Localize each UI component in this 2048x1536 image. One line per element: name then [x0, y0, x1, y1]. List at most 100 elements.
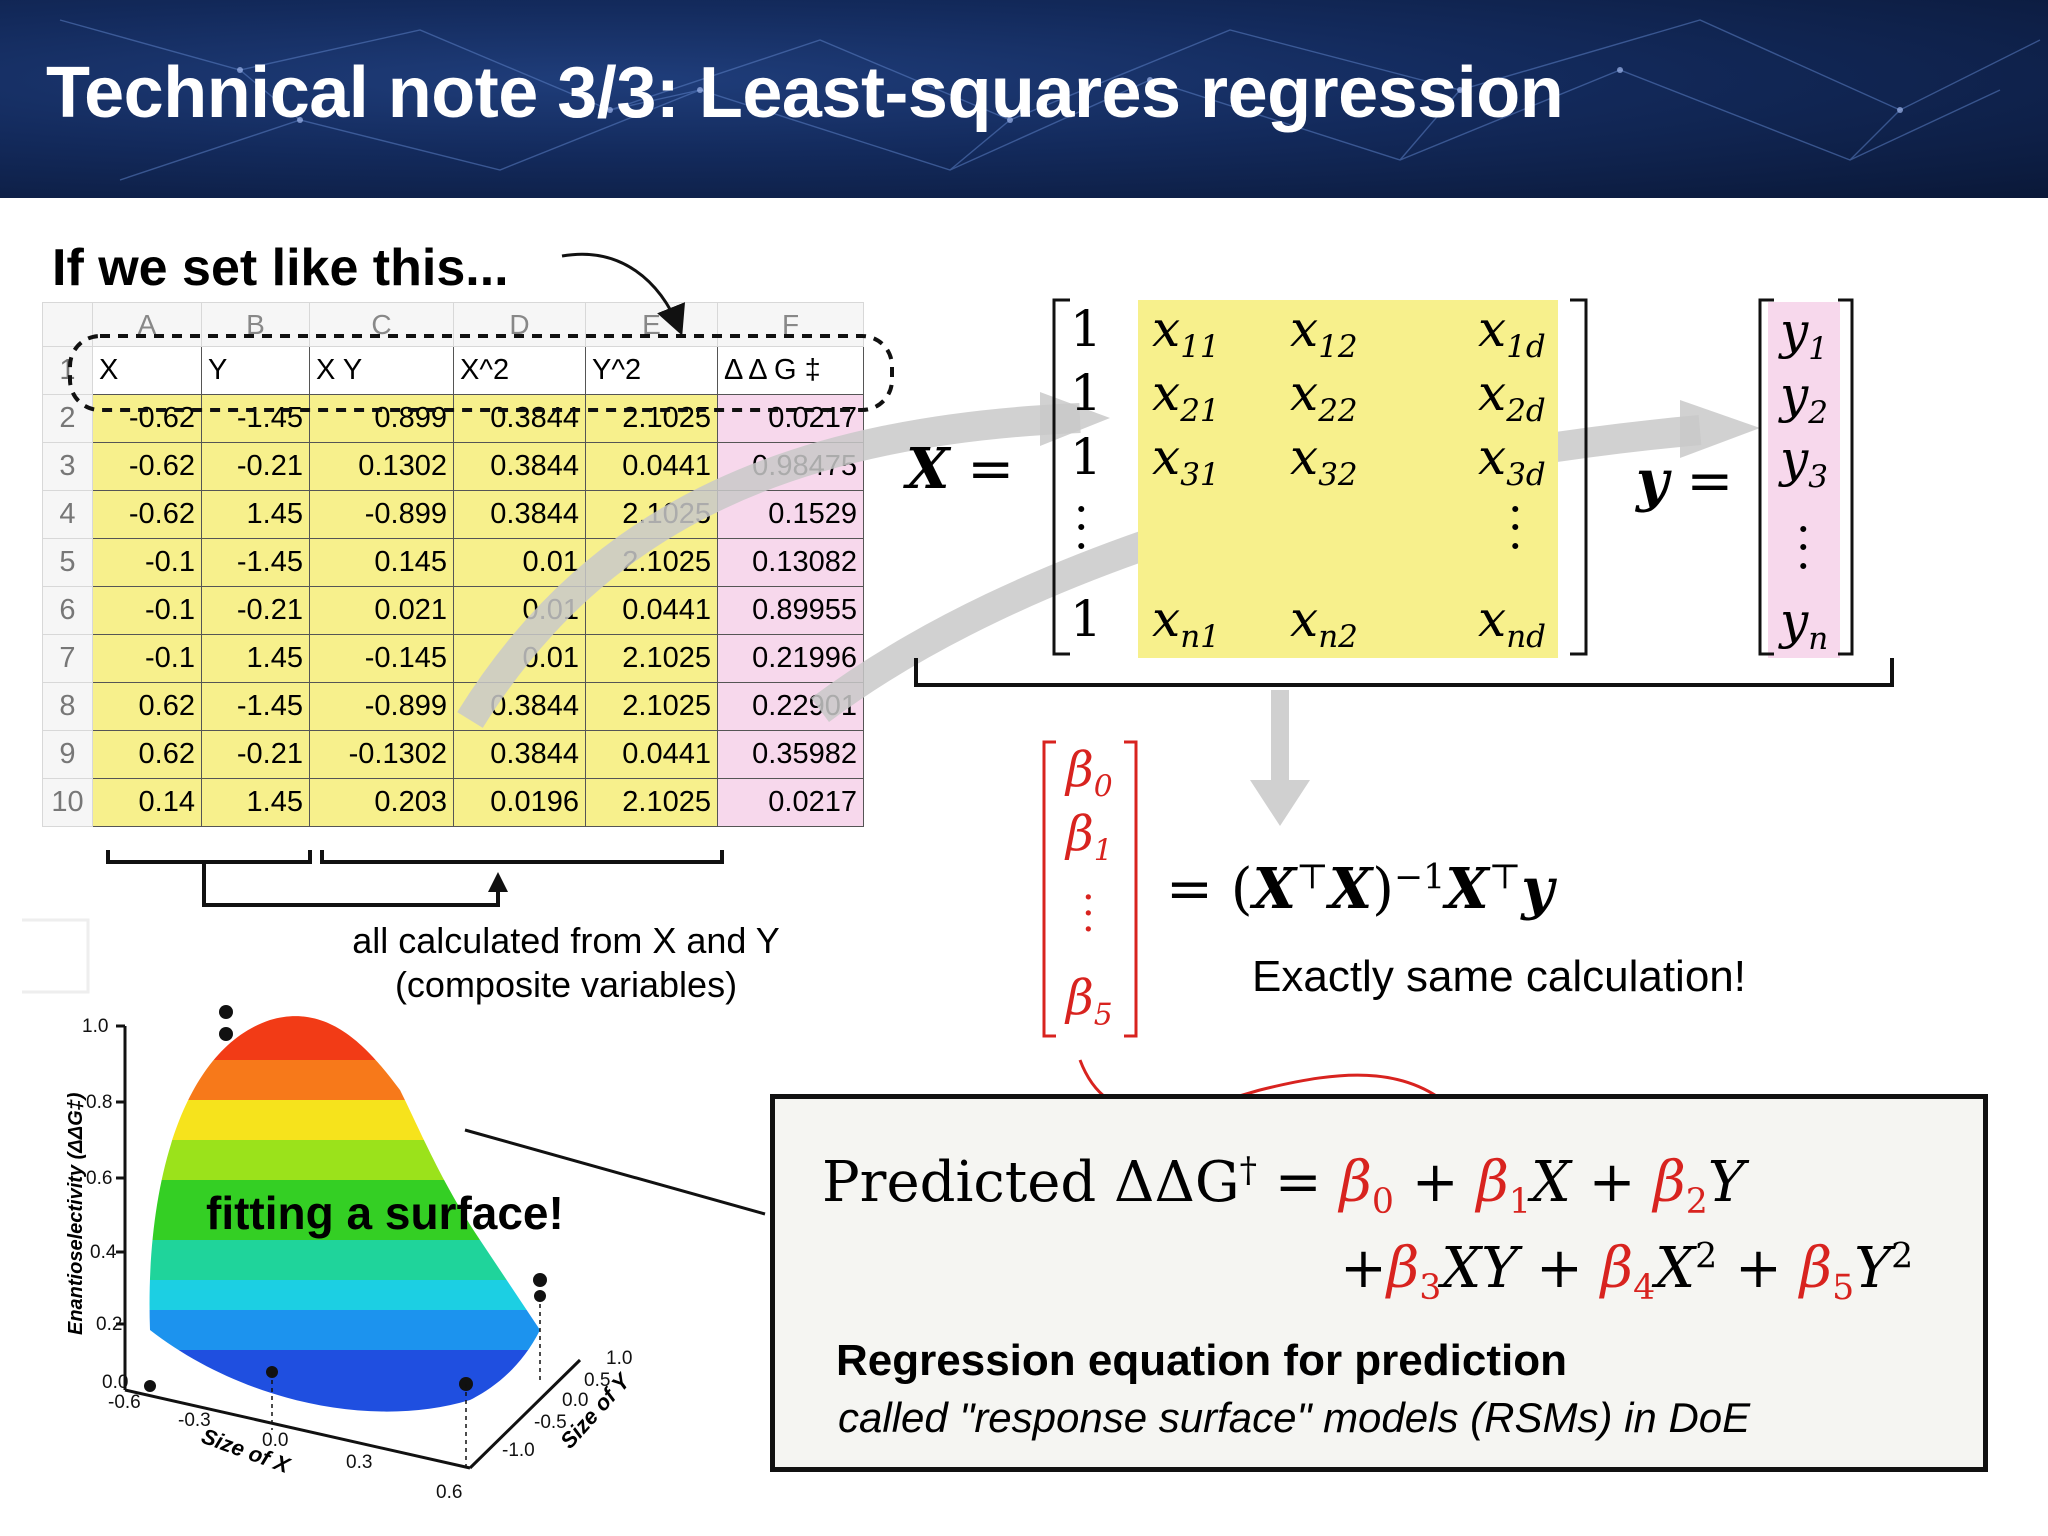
arrow-to-X	[457, 403, 1081, 728]
composite-bracket	[106, 850, 724, 907]
row-number: 9	[42, 730, 93, 779]
matrix-entry: xn2	[1290, 590, 1358, 655]
matrix-bracket	[914, 658, 1894, 687]
table-cell: 0.62	[92, 682, 202, 731]
table-cell: 0.14	[92, 778, 202, 827]
regression-equation-box	[770, 1094, 1988, 1472]
table-row: 5 -0.1 -1.45 0.145 0.01 2.1025 0.13082	[42, 538, 864, 587]
x-tick: 0.0	[262, 1430, 288, 1451]
table-cell: 0.13082	[717, 538, 864, 587]
data-points	[144, 1005, 547, 1392]
table-cell: 0.21996	[717, 634, 864, 683]
table-cell: 0.021	[309, 586, 454, 635]
row-number: 1	[42, 346, 93, 395]
y-tick: 0.0	[562, 1390, 588, 1411]
table-cell: 1.45	[201, 634, 310, 683]
beta-brackets	[1042, 740, 1138, 1038]
z-tick: 0.2	[96, 1314, 122, 1335]
vdots: · · ·	[1082, 875, 1095, 953]
vector-y-highlight	[1768, 302, 1840, 658]
matrix-entry: xn1	[1152, 590, 1220, 655]
matrix-entry: x22	[1290, 364, 1358, 429]
y-tick: 0.5	[584, 1370, 610, 1391]
table-cell: 2.1025	[585, 778, 718, 827]
matrix-entry: x21	[1152, 364, 1220, 429]
table-cell: -0.21	[201, 586, 310, 635]
matrix-entry: x32	[1290, 428, 1358, 493]
row-number: 8	[42, 682, 93, 731]
rsm-subtitle: called "response surface" models (RSMs) …	[838, 1394, 1751, 1441]
z-tick: 0.0	[102, 1372, 128, 1393]
row-number: 4	[42, 490, 93, 539]
x-tick: 0.6	[436, 1482, 462, 1503]
header-cell: X^2	[453, 346, 586, 395]
header-cell: Y	[201, 346, 310, 395]
header-cell: X	[92, 346, 202, 395]
matrix-entry: x1d	[1478, 300, 1546, 365]
table-row: 2 -0.62 -1.45 0.899 0.3844 2.1025 0.0217	[42, 394, 864, 443]
table-cell: -0.145	[309, 634, 454, 683]
table-cell: 2.1025	[585, 394, 718, 443]
table-cell: 0.203	[309, 778, 454, 827]
y-tick: 1.0	[606, 1348, 632, 1369]
table-cell: -0.1302	[309, 730, 454, 779]
header-row: 1 X Y X Y X^2 Y^2 Δ Δ G ‡	[42, 346, 864, 395]
y-tick: -1.0	[502, 1440, 535, 1461]
surface-plot: 1.0 0.8 0.6 0.4 0.2 0.0 -0.6 -0.3 0.0 0.…	[65, 1005, 636, 1503]
column-letter: D	[453, 302, 586, 347]
z-tick: 1.0	[82, 1016, 108, 1037]
row-number: 3	[42, 442, 93, 491]
table-cell: 2.1025	[585, 634, 718, 683]
beta-1: β1	[1066, 806, 1113, 869]
table-cell: -0.1	[92, 538, 202, 587]
normal-equation: = (X⊤X)−1X⊤y	[1166, 856, 1554, 922]
table-cell: 2.1025	[585, 682, 718, 731]
table-cell: -0.62	[92, 394, 202, 443]
x-tick: 0.3	[346, 1452, 372, 1473]
table-cell: 0.0441	[585, 442, 718, 491]
table-row: 7 -0.1 1.45 -0.145 0.01 2.1025 0.21996	[42, 634, 864, 683]
predicted-equation-line-1: Predicted ΔΔG† = β0 + β1X + β2Y	[822, 1150, 1745, 1223]
matrix-X-highlight	[1138, 300, 1558, 658]
header-highlight	[68, 334, 894, 412]
matrix-X-brackets	[1052, 298, 1588, 656]
matrix-X-label: X =	[906, 436, 1015, 502]
table-cell: 0.62	[92, 730, 202, 779]
table-cell: 0.3844	[453, 442, 586, 491]
intro-text: If we set like this...	[52, 239, 509, 297]
table-cell: 0.89955	[717, 586, 864, 635]
column-letter: B	[201, 302, 310, 347]
vector-entry: yn	[1780, 592, 1829, 657]
matrix-entry: 1	[1070, 590, 1102, 648]
table-cell: -1.45	[201, 538, 310, 587]
table-cell: 0.3844	[453, 730, 586, 779]
vdots: · · ·	[1796, 502, 1811, 593]
vector-entry: y3	[1780, 430, 1828, 495]
matrix-entry: 1	[1070, 428, 1102, 486]
row-number: 5	[42, 538, 93, 587]
vector-y-label: y =	[1636, 448, 1734, 514]
y-tick: -0.5	[534, 1412, 567, 1433]
table-cell: 0.0196	[453, 778, 586, 827]
vector-entry: y2	[1780, 366, 1828, 431]
header-cell: Δ Δ G ‡	[717, 346, 864, 395]
z-axis-label: Enantioselectivity (ΔΔG‡)	[65, 1092, 87, 1335]
z-tick: 0.6	[86, 1168, 112, 1189]
table-cell: 0.3844	[453, 394, 586, 443]
table-cell: 0.0217	[717, 394, 864, 443]
table-cell: -0.1	[92, 634, 202, 683]
table-cell: 0.145	[309, 538, 454, 587]
column-letter: F	[717, 302, 864, 347]
same-calculation-note: Exactly same calculation!	[1252, 952, 1746, 1001]
table-row: 10 0.14 1.45 0.203 0.0196 2.1025 0.0217	[42, 778, 864, 827]
table-cell: 0.1529	[717, 490, 864, 539]
fitting-surface-label: fitting a surface!	[206, 1187, 564, 1239]
table-cell: 0.0217	[717, 778, 864, 827]
row-number: 7	[42, 634, 93, 683]
beta-0: β0	[1066, 742, 1113, 805]
table-row: 9 0.62 -0.21 -0.1302 0.3844 0.0441 0.35982	[42, 730, 864, 779]
matrix-entry: x11	[1152, 300, 1220, 365]
surface-connector	[464, 1128, 766, 1216]
table-cell: -0.21	[201, 730, 310, 779]
matrix-entry: x2d	[1478, 364, 1546, 429]
